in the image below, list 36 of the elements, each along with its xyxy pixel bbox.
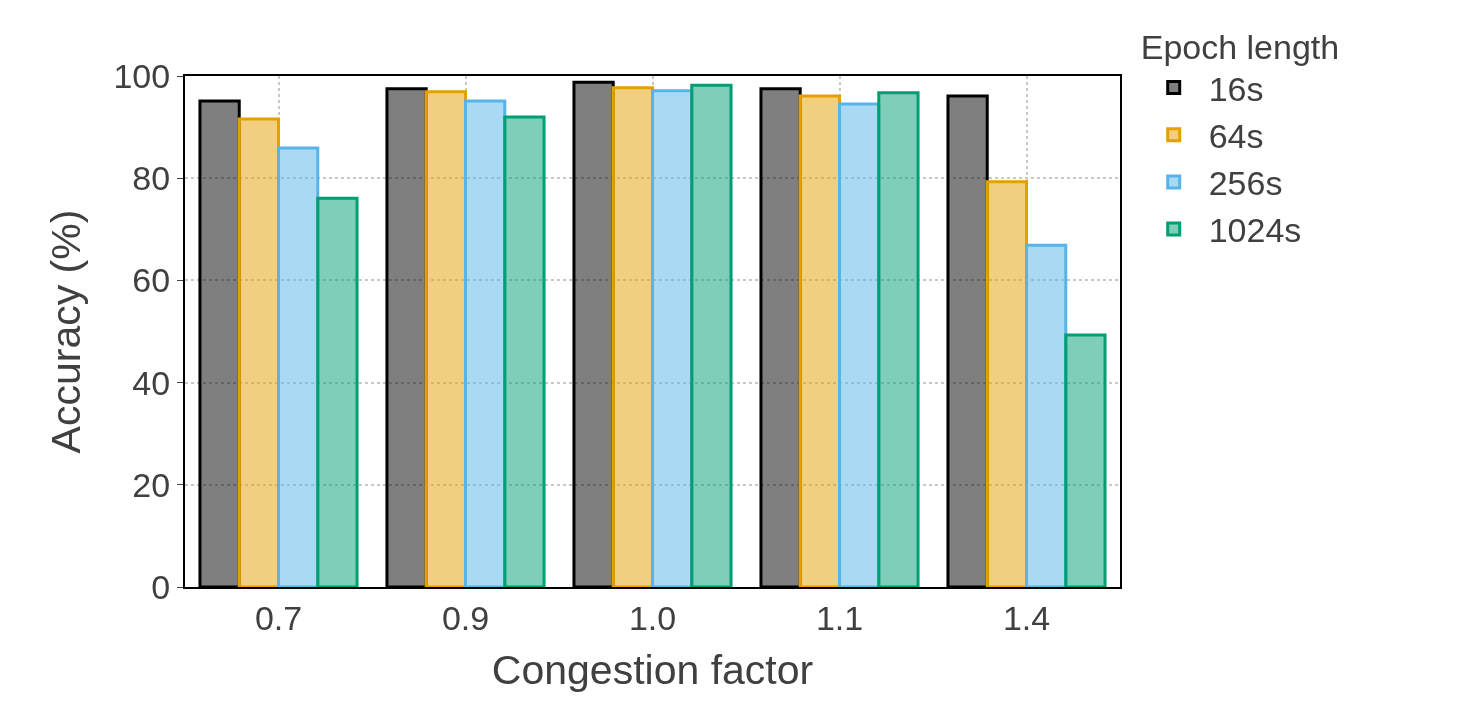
x-tick-label: 1.4 [1002,598,1051,637]
bar [1064,333,1107,587]
bar [759,87,802,587]
y-axis-title: Accuracy (%) [43,209,90,454]
x-tick-label: 1.0 [628,598,677,637]
x-tick-label: 0.9 [441,598,490,637]
bar [690,83,733,587]
bar [424,90,467,587]
x-tick-label: 0.7 [254,598,303,637]
legend-title: Epoch length [1140,27,1340,66]
legend-label: 16s [1208,69,1264,108]
y-tick-label: 0 [151,567,171,606]
x-axis-title: Congestion factor [491,647,814,694]
y-tick-label: 20 [132,465,171,504]
bar [572,80,615,587]
bar [464,99,507,587]
y-tick-label: 100 [113,56,171,95]
bar [946,94,989,587]
bar [316,196,359,587]
legend-label: 1024s [1208,211,1302,250]
y-tick-label: 60 [132,261,171,300]
legend-label: 256s [1208,164,1283,203]
bar [198,99,241,587]
bar [277,146,320,587]
bar [503,115,546,587]
bar [798,94,841,587]
bar [1025,243,1068,587]
y-tick-label: 40 [132,363,171,402]
x-tick-label: 1.1 [815,598,864,637]
bar [985,180,1028,587]
bar [877,91,920,587]
bar [385,87,428,587]
y-tick-label: 80 [132,159,171,198]
bar [237,117,280,587]
bar [611,86,654,587]
legend-label: 64s [1208,116,1264,155]
